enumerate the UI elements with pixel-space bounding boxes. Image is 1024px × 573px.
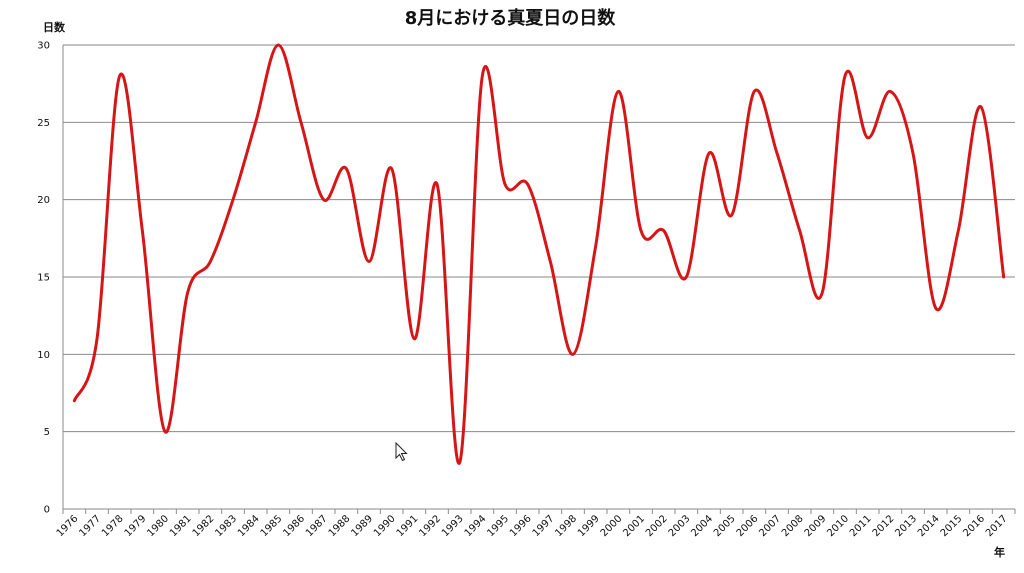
x-tick-label: 1997: [531, 513, 557, 539]
x-tick-labels: 1976197719781979198019811982198319841985…: [55, 513, 1010, 539]
x-tick-label: 2016: [961, 513, 987, 539]
x-tick-label: 1982: [191, 513, 217, 539]
x-axis-label: 年: [994, 545, 1005, 559]
x-tick-label: 1989: [349, 513, 375, 539]
x-tick-label: 1991: [395, 513, 421, 539]
y-tick-label: 0: [44, 505, 50, 516]
x-tick-label: 1995: [485, 513, 511, 539]
x-tick-label: 2010: [825, 513, 851, 539]
x-tick-label: 2000: [599, 513, 625, 539]
axes: [62, 45, 1016, 514]
x-tick-label: 2013: [893, 513, 919, 539]
mouse-pointer-icon: [395, 441, 408, 462]
x-tick-label: 1992: [417, 513, 443, 539]
series-line: [72, 43, 1006, 465]
y-tick-label: 20: [37, 195, 50, 206]
x-tick-label: 1977: [77, 513, 103, 539]
x-tick-label: 1987: [304, 513, 330, 539]
x-tick-label: 1996: [508, 513, 534, 539]
x-tick-label: 1976: [55, 513, 81, 539]
y-tick-label: 10: [37, 350, 50, 361]
x-tick-label: 2014: [916, 513, 942, 539]
x-tick-label: 1980: [145, 513, 171, 539]
x-tick-label: 2011: [848, 513, 874, 539]
x-tick-label: 1986: [281, 513, 307, 539]
x-tick-label: 1990: [372, 513, 398, 539]
y-axis-label: 日数: [43, 20, 66, 34]
x-tick-label: 2004: [689, 513, 715, 539]
x-tick-label: 1994: [463, 513, 489, 539]
x-tick-label: 2015: [939, 513, 965, 539]
y-tick-label: 5: [44, 427, 50, 438]
x-tick-label: 1981: [168, 513, 194, 539]
x-tick-label: 2009: [803, 513, 829, 539]
x-tick-label: 2001: [621, 513, 647, 539]
x-tick-label: 2007: [757, 513, 783, 539]
x-tick-label: 2012: [871, 513, 897, 539]
x-tick-label: 1999: [576, 513, 602, 539]
x-tick-label: 1988: [327, 513, 353, 539]
x-tick-label: 1978: [100, 513, 126, 539]
x-tick-label: 2002: [644, 513, 670, 539]
gridlines: [63, 44, 1015, 433]
x-tick-label: 2008: [780, 513, 806, 539]
y-tick-label: 25: [37, 118, 50, 129]
x-tick-label: 2006: [735, 513, 761, 539]
series-group: [72, 43, 1006, 465]
y-tick-label: 15: [37, 273, 50, 284]
y-tick-label: 30: [37, 41, 50, 52]
y-tick-labels: 0 5 10 15 20 25 30: [37, 41, 50, 516]
x-tick-label: 1979: [123, 513, 149, 539]
x-tick-label: 1983: [213, 513, 239, 539]
chart-title: 8月における真夏日の日数: [405, 7, 617, 29]
x-tick-label: 2017: [984, 513, 1010, 539]
x-tick-label: 1984: [236, 513, 262, 539]
x-tick-label: 1985: [259, 513, 285, 539]
x-tick-label: 2005: [712, 513, 738, 539]
x-tick-label: 1998: [553, 513, 579, 539]
x-tick-label: 1993: [440, 513, 466, 539]
x-tick-label: 2003: [667, 513, 693, 539]
